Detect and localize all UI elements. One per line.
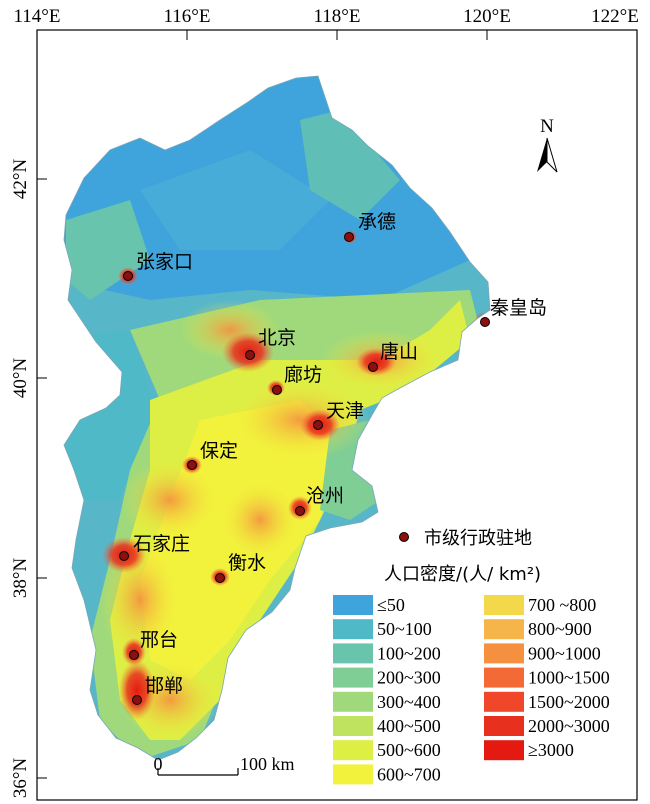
longitude-label-114: 114°E [14, 6, 61, 27]
latitude-label-40: 40°N [10, 358, 31, 399]
city-marker-baoding [187, 460, 197, 470]
legend-city-marker [399, 532, 409, 542]
legend-swatch [333, 595, 373, 615]
legend-label: 200~300 [377, 668, 441, 688]
legend-label: 600~700 [377, 764, 441, 784]
legend-marker-label: 市级行政驻地 [424, 528, 532, 549]
scale-bar-end: 100 km [240, 754, 295, 774]
legend-label: 300~400 [377, 692, 441, 712]
legend-swatch [333, 667, 373, 688]
legend-label: 1500~2000 [528, 692, 610, 712]
city-marker-handan [132, 695, 142, 705]
city-label-handan: 邯郸 [145, 675, 183, 697]
legend-label: 1000~1500 [528, 668, 610, 688]
scale-bar: 0 100 km [154, 754, 295, 776]
latitude-label-42: 42°N [10, 159, 31, 200]
longitude-label-120: 120°E [463, 6, 511, 27]
legend-label: ≤50 [377, 595, 405, 615]
city-label-baoding: 保定 [200, 440, 238, 462]
legend-swatch [484, 595, 524, 615]
legend-swatch [484, 691, 524, 712]
longitude-label-118: 118°E [314, 6, 361, 27]
north-arrow-icon [537, 138, 547, 172]
legend-swatch [484, 716, 524, 736]
city-label-chengde: 承德 [358, 211, 396, 233]
legend-swatch [333, 643, 373, 664]
city-marker-hengshui [215, 573, 225, 583]
longitude-label-122: 122°E [591, 6, 639, 27]
legend-swatch [484, 643, 524, 664]
scale-bar-start: 0 [154, 754, 163, 774]
north-arrow-label: N [540, 116, 554, 137]
city-marker-cangzhou [295, 506, 305, 516]
city-marker-shijiazhuang [119, 551, 129, 561]
region-outline [63, 75, 491, 761]
legend-label: 50~100 [377, 619, 432, 639]
city-label-tianjin: 天津 [326, 400, 364, 422]
legend-items: ≤50 50~100 100~200 200~300 300~400 400~500 500… [333, 595, 610, 785]
legend-swatch [484, 667, 524, 688]
longitude-label-116: 116°E [164, 6, 211, 27]
axis-ticks [36, 30, 638, 779]
legend-label: ≥3000 [528, 740, 574, 760]
city-marker-tangshan [368, 362, 378, 372]
legend-label: 100~200 [377, 643, 441, 663]
city-marker-beijing [245, 350, 255, 360]
legend-label: 400~500 [377, 716, 441, 736]
legend-label: 900~1000 [528, 643, 601, 663]
latitude-label-36: 36°N [10, 758, 31, 799]
legend: 市级行政驻地 人口密度/(人/ km²) ≤50 50~100 100~200 200… [333, 528, 610, 785]
city-marker-xingtai [129, 650, 139, 660]
city-label-xingtai: 邢台 [140, 629, 178, 651]
city-marker-langfang [272, 385, 282, 395]
city-marker-zhangjiakou [123, 271, 133, 281]
city-label-zhangjiakou: 张家口 [136, 251, 193, 273]
city-marker-chengde [344, 232, 354, 242]
legend-swatch [333, 691, 373, 712]
legend-swatch [333, 764, 373, 785]
legend-label: 800~900 [528, 619, 592, 639]
legend-swatch [333, 740, 373, 761]
city-label-hengshui: 衡水 [228, 552, 266, 574]
legend-title: 人口密度/(人/ km²) [384, 564, 541, 585]
legend-label: 500~600 [377, 740, 441, 760]
legend-swatch [333, 716, 373, 736]
latitude-label-38: 38°N [10, 558, 31, 599]
city-label-langfang: 廊坊 [284, 364, 322, 386]
city-label-beijing: 北京 [258, 327, 296, 349]
legend-swatch [484, 740, 524, 761]
city-label-qinhuangdao: 秦皇岛 [490, 297, 547, 319]
legend-label: 700 ~800 [528, 595, 596, 615]
city-label-cangzhou: 沧州 [306, 485, 344, 507]
north-arrow: N [537, 116, 558, 173]
legend-swatch [333, 619, 373, 640]
city-marker-qinhuangdao [480, 317, 490, 327]
city-marker-tianjin [313, 420, 323, 430]
city-markers [119, 232, 490, 705]
legend-label: 2000~3000 [528, 716, 610, 736]
legend-swatch [484, 619, 524, 640]
city-label-tangshan: 唐山 [380, 341, 418, 363]
city-label-shijiazhuang: 石家庄 [133, 533, 190, 555]
